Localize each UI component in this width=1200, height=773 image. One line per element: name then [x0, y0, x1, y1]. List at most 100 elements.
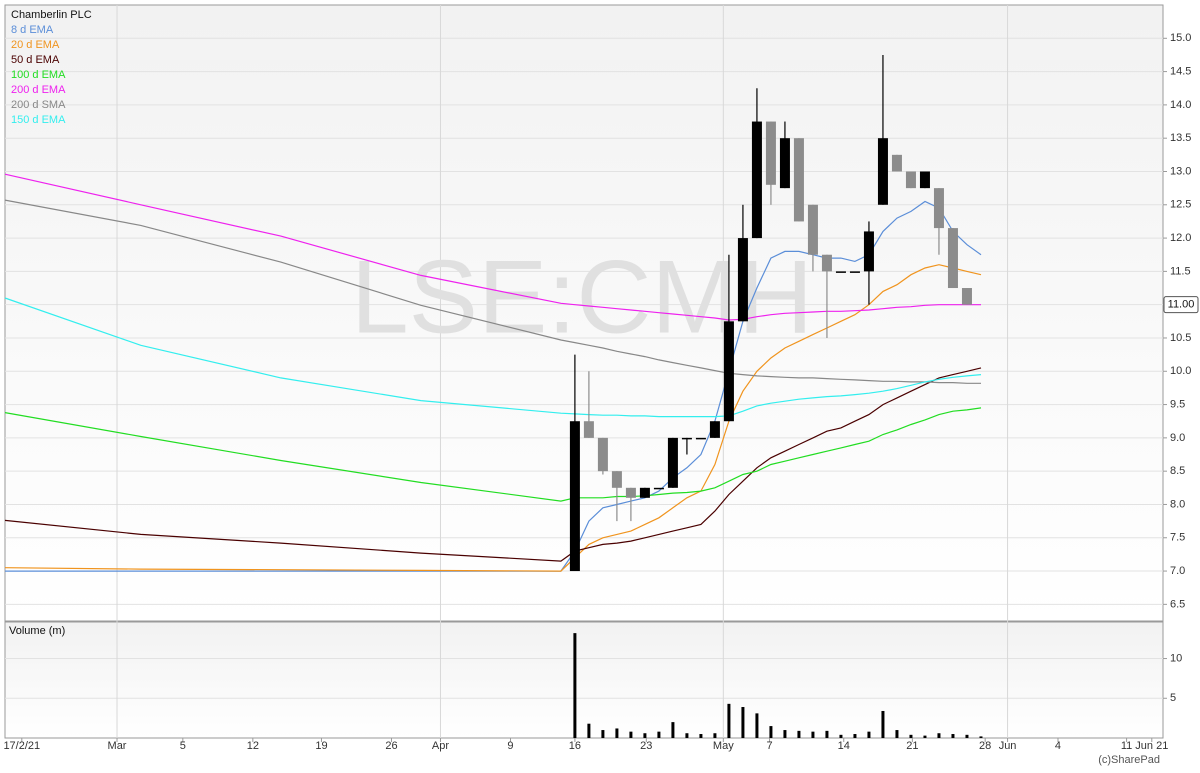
legend-entry: 200 d EMA	[11, 84, 66, 96]
y-tick-label: 10.5	[1170, 332, 1191, 344]
x-tick-label: 19	[315, 740, 327, 752]
candle-body	[611, 471, 622, 488]
y-tick-label: 10	[1170, 652, 1182, 664]
y-tick-label: 11.5	[1170, 265, 1191, 277]
x-tick-label: Mar	[108, 740, 127, 752]
candle-body	[877, 138, 888, 205]
y-tick-label: 8.0	[1170, 498, 1185, 510]
candle-body	[779, 138, 790, 189]
candle-body	[569, 421, 580, 572]
volume-bar	[657, 731, 661, 738]
x-tick-label: 7	[766, 740, 772, 752]
volume-bar	[979, 736, 983, 738]
x-tick-label: 16	[569, 740, 581, 752]
watermark: LSE:CMH	[351, 239, 813, 355]
x-tick-label: May	[713, 740, 734, 752]
volume-bar	[895, 730, 899, 738]
volume-bar	[727, 703, 731, 738]
volume-bar	[783, 730, 787, 738]
candle-body	[793, 138, 804, 222]
y-tick-label: 6.5	[1170, 598, 1185, 610]
x-tick-label: 17/2/21	[3, 740, 40, 752]
y-tick-label: 7.0	[1170, 565, 1185, 577]
volume-bar	[643, 733, 647, 738]
y-tick-label: 5	[1170, 692, 1176, 704]
volume-bar	[951, 734, 955, 738]
x-tick-label: 23	[640, 740, 652, 752]
indicator-line	[4, 407, 982, 502]
candle-body	[905, 171, 916, 189]
x-tick-label: 14	[838, 740, 850, 752]
volume-bar	[629, 731, 633, 738]
y-tick-label: 9.0	[1170, 432, 1185, 444]
volume-bar	[881, 710, 885, 738]
candle-body	[751, 121, 762, 239]
y-tick-label: 14.0	[1170, 99, 1191, 111]
candle-body	[891, 154, 902, 172]
candle-body	[653, 487, 664, 490]
copyright: (c)SharePad	[1098, 754, 1160, 766]
y-tick-label: 9.5	[1170, 398, 1185, 410]
y-tick-label: 13.0	[1170, 165, 1191, 177]
indicator-line	[4, 367, 982, 562]
volume-bar	[965, 734, 969, 738]
candle-body	[639, 487, 650, 498]
legend-entry: 50 d EMA	[11, 54, 60, 66]
candle-body	[723, 321, 734, 422]
last-price-label: 11.00	[1168, 299, 1195, 311]
volume-bar	[671, 722, 675, 738]
candle-body	[933, 188, 944, 229]
legend-entry: 200 d SMA	[11, 99, 66, 111]
volume-bar	[839, 734, 843, 738]
candle-body	[597, 437, 608, 472]
candle-body	[681, 437, 692, 440]
candle-body	[625, 487, 636, 498]
volume-bar	[615, 728, 619, 738]
candle-body	[695, 437, 706, 440]
volume-bar	[923, 735, 927, 738]
y-tick-label: 15.0	[1170, 32, 1191, 44]
candle-layer: 11.00	[569, 54, 1199, 738]
x-tick-label: Jun 21	[1135, 740, 1168, 752]
volume-bar	[601, 730, 605, 738]
indicator-line	[4, 199, 981, 384]
volume-bar	[713, 733, 717, 738]
last-price-box	[1163, 296, 1199, 314]
candle-body	[709, 421, 720, 438]
y-tick-label: 12.0	[1170, 232, 1191, 244]
volume-bar	[587, 723, 591, 738]
volume-bar	[825, 730, 829, 738]
y-tick-label: 14.5	[1170, 66, 1191, 78]
y-tick-label: 8.5	[1170, 465, 1185, 477]
x-tick-label: Apr	[432, 740, 449, 752]
volume-bar	[769, 726, 773, 738]
candle-body	[807, 204, 818, 255]
y-tick-label: 7.5	[1170, 532, 1185, 544]
y-tick-label: 10.0	[1170, 365, 1191, 377]
x-tick-label: 11	[1121, 740, 1132, 752]
price-pane	[4, 4, 1164, 622]
volume-bar	[853, 734, 857, 738]
y-tick-label: 12.5	[1170, 199, 1191, 211]
legend-entry: 8 d EMA	[11, 24, 54, 36]
x-tick-label: 5	[180, 740, 186, 752]
candle-body	[863, 231, 874, 272]
volume-bar	[741, 707, 745, 738]
volume-bar	[685, 733, 689, 738]
x-tick-label: Jun	[999, 740, 1017, 752]
candle-body	[947, 228, 958, 289]
volume-label: Volume (m)	[9, 625, 65, 637]
candle-body	[835, 271, 846, 273]
volume-bar	[937, 733, 941, 738]
chart-title: Chamberlin PLC	[11, 9, 92, 21]
x-tick-label: 9	[507, 740, 513, 752]
y-tick-label: 13.5	[1170, 132, 1191, 144]
candle-body	[667, 437, 678, 488]
volume-bar	[811, 731, 815, 738]
candle-body	[737, 238, 748, 322]
legend: Chamberlin PLC 8 d EMA 20 d EMA 50 d EMA 10…	[11, 9, 92, 126]
candle-body	[765, 121, 776, 185]
volume-bar	[909, 734, 913, 738]
x-tick-label: 26	[385, 740, 397, 752]
x-tick-label: 28	[979, 740, 991, 752]
